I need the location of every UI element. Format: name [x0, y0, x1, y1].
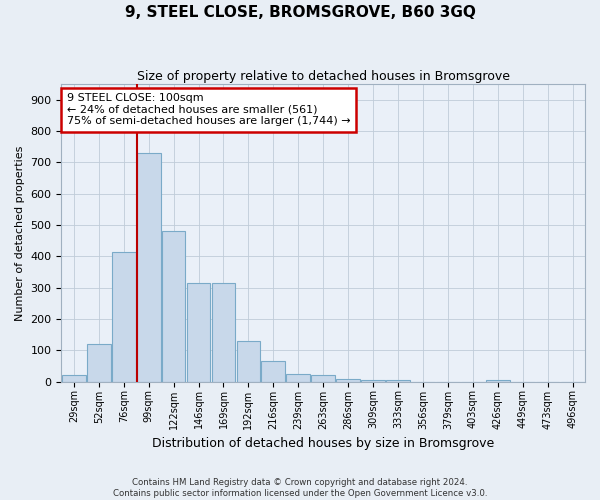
Bar	[311, 376, 335, 382]
Bar	[361, 380, 385, 382]
Title: Size of property relative to detached houses in Bromsgrove: Size of property relative to detached ho…	[137, 70, 510, 83]
X-axis label: Distribution of detached houses by size in Bromsgrove: Distribution of detached houses by size …	[152, 437, 494, 450]
Bar	[112, 252, 136, 382]
Y-axis label: Number of detached properties: Number of detached properties	[15, 145, 25, 320]
Bar	[286, 374, 310, 382]
Bar	[386, 380, 410, 382]
Text: 9, STEEL CLOSE, BROMSGROVE, B60 3GQ: 9, STEEL CLOSE, BROMSGROVE, B60 3GQ	[125, 5, 475, 20]
Text: 9 STEEL CLOSE: 100sqm
← 24% of detached houses are smaller (561)
75% of semi-det: 9 STEEL CLOSE: 100sqm ← 24% of detached …	[67, 93, 350, 126]
Bar	[486, 380, 509, 382]
Bar	[87, 344, 110, 382]
Bar	[212, 283, 235, 382]
Bar	[62, 376, 86, 382]
Bar	[262, 362, 285, 382]
Bar	[187, 283, 211, 382]
Bar	[162, 232, 185, 382]
Text: Contains HM Land Registry data © Crown copyright and database right 2024.
Contai: Contains HM Land Registry data © Crown c…	[113, 478, 487, 498]
Bar	[137, 153, 161, 382]
Bar	[236, 341, 260, 382]
Bar	[336, 378, 360, 382]
